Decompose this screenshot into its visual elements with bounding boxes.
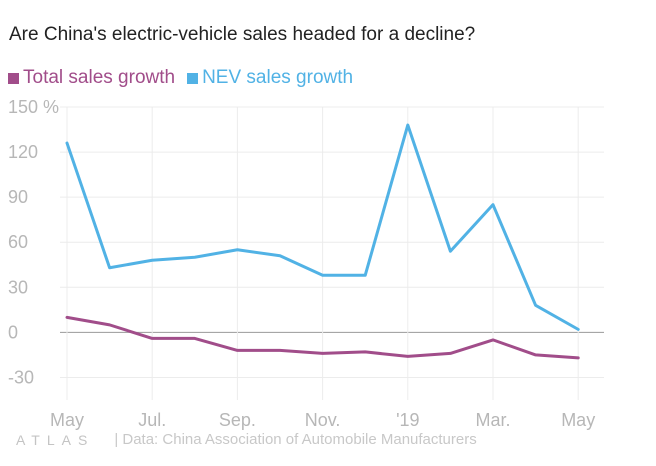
atlas-logo: ATLAS bbox=[16, 431, 95, 448]
y-axis-ticks: 150 % 120 90 60 30 0 -30 bbox=[8, 97, 59, 387]
series-line-total bbox=[65, 315, 580, 360]
legend-label-total: Total sales growth bbox=[23, 67, 176, 88]
legend-swatch-nev bbox=[187, 72, 199, 84]
legend-label-nev: NEV sales growth bbox=[202, 67, 354, 88]
y-tick-label: 90 bbox=[8, 187, 28, 207]
x-tick-label: Sep. bbox=[219, 410, 256, 430]
legend-item-nev: NEV sales growth bbox=[187, 67, 353, 89]
x-axis-ticks: May Jul. Sep. Nov. '19 Mar. May bbox=[50, 410, 595, 430]
y-tick-label: 30 bbox=[8, 277, 28, 297]
source-note: | Data: China Association of Automobile … bbox=[114, 431, 477, 448]
y-tick-label: -30 bbox=[8, 367, 34, 387]
y-tick-label: 150 % bbox=[8, 97, 59, 117]
legend-swatch-total bbox=[8, 72, 19, 84]
y-tick-label: 60 bbox=[8, 232, 28, 252]
x-tick-label: May bbox=[561, 410, 595, 430]
y-tick-label: 120 bbox=[8, 142, 38, 162]
series-line-nev bbox=[65, 123, 580, 331]
chart-title: Are China's electric-vehicle sales heade… bbox=[9, 24, 476, 45]
x-tick-label: Jul. bbox=[138, 410, 166, 430]
footer: ATLAS | Data: China Association of Autom… bbox=[16, 431, 477, 448]
legend: Total sales growth NEV sales growth bbox=[8, 67, 353, 89]
legend-item-total: Total sales growth bbox=[8, 67, 175, 89]
y-tick-label: 0 bbox=[8, 322, 18, 342]
series-lines bbox=[65, 123, 580, 360]
x-tick-label: Mar. bbox=[475, 410, 510, 430]
x-tick-label: May bbox=[50, 410, 84, 430]
x-tick-label: Nov. bbox=[305, 410, 341, 430]
grid-lines bbox=[60, 106, 604, 400]
x-tick-label: '19 bbox=[396, 410, 419, 430]
